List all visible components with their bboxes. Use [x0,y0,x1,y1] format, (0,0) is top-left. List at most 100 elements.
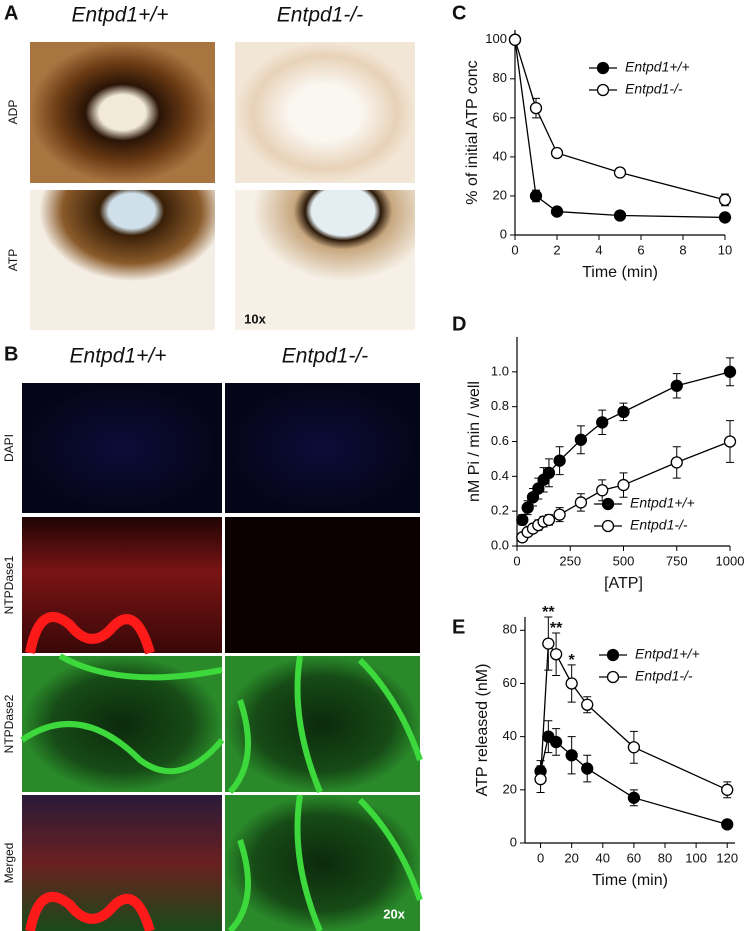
row-label: ADP [6,100,20,125]
legend-marker [601,497,615,511]
panel-b [20,383,423,931]
y-tick-label: 80 [493,70,507,85]
x-tick-label: 250 [559,553,581,568]
data-point [627,791,641,804]
micrograph [225,656,420,792]
data-point [550,205,564,218]
micrograph [30,42,215,183]
panel-letter: B [4,343,18,365]
data-point [721,783,734,796]
data-point [534,773,547,786]
panel-a [30,42,415,330]
data-point [723,435,737,448]
data-point [617,478,630,492]
x-axis-label: Time (min) [592,872,668,889]
y-tick-label: 20 [493,187,507,202]
data-point [627,741,641,754]
y-tick-label: 60 [503,675,517,690]
y-tick-label: 20 [503,781,517,796]
x-axis-label: Time (min) [582,264,658,281]
data-point [549,735,563,749]
fibers [20,653,225,775]
micrograph [225,383,420,513]
x-tick-label: 2 [553,242,560,257]
data-point [581,762,594,775]
x-tick-label: 20 [564,850,578,865]
data-point [596,484,609,497]
column-label: Entpd1-/- [277,4,363,27]
data-point [574,496,588,509]
panel-letter: D [452,313,466,335]
panel-letter: A [4,2,18,24]
significance: ** [550,620,563,637]
fibers [227,794,423,931]
column-label: Entpd1+/+ [72,4,169,27]
y-tick-label: 40 [493,148,507,163]
micrograph [225,795,420,931]
y-axis-label: ATP released (nM) [474,664,491,797]
legend-label: Entpd1+/+ [625,59,690,75]
data-point [549,648,563,661]
row-label: Merged [2,843,16,884]
significance: * [569,652,576,669]
x-tick-label: 0 [511,242,518,257]
x-tick-label: 8 [679,242,686,257]
vessel [25,891,155,931]
y-tick-label: 40 [503,728,517,743]
y-axis-label: % of initial ATP conc [464,60,481,204]
data-point [723,365,737,378]
data-point [565,677,578,690]
fibers [227,655,423,795]
micrograph [30,190,215,330]
data-point [670,456,683,469]
x-tick-label: 10 [718,242,732,257]
data-point [565,749,578,762]
x-tick-label: 750 [666,553,688,568]
data-point [516,513,529,527]
row-label: NTPDase1 [2,555,16,614]
micrograph [22,517,222,653]
micrograph [22,795,222,931]
data-point [542,513,556,527]
y-tick-label: 1.0 [491,363,509,378]
x-tick-label: 500 [613,553,635,568]
legend-label: Entpd1-/- [630,517,688,533]
data-point [550,146,564,160]
data-point [529,101,543,115]
y-tick-label: 0.4 [491,468,509,483]
data-point [553,454,566,467]
legend-label: Entpd1+/+ [630,495,695,511]
x-tick-label: 0 [537,850,544,865]
legend-label: Entpd1-/- [635,668,693,684]
data-point [532,482,545,495]
row-label: NTPDase2 [2,694,16,753]
column-label: Entpd1-/- [282,345,368,368]
micrograph [235,42,415,183]
series-line [514,39,726,219]
panel-letter: C [452,2,466,24]
x-tick-label: 40 [596,850,610,865]
data-point [613,166,627,179]
data-point [526,491,540,504]
x-tick-label: 4 [595,242,602,257]
x-axis-label: [ATP] [604,575,643,592]
data-point [670,379,683,392]
data-point [508,33,522,46]
data-point [721,818,734,831]
legend-label: Entpd1-/- [625,81,683,97]
significance: ** [542,604,555,621]
y-tick-label: 0.6 [491,433,509,448]
y-tick-label: 60 [493,109,507,124]
data-point [574,433,588,446]
row-label: DAPI [2,434,16,462]
data-point [542,637,555,650]
legend-marker [601,519,615,533]
data-point [521,501,534,514]
legend-marker [606,670,620,684]
data-point [581,698,594,711]
vessel [25,612,155,655]
data-point [542,466,556,480]
panel-letter: E [452,616,465,638]
magnification: 10x [244,311,266,326]
